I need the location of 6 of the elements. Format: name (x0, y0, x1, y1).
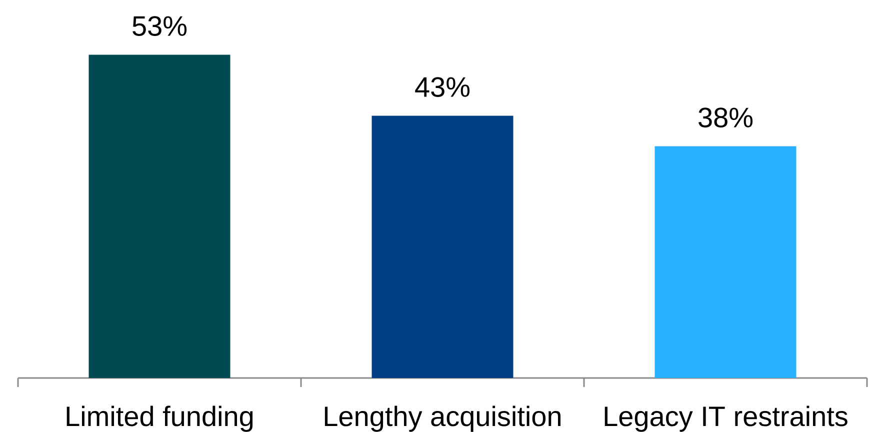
x-tick-label: Legacy IT restraints (604, 406, 848, 432)
data-label: 53% (132, 16, 187, 36)
data-label: 38% (698, 108, 753, 128)
x-tick-label: Limited funding (66, 406, 253, 432)
x-tick-label: Lengthy acquisition (324, 406, 560, 432)
data-label: 43% (415, 77, 470, 97)
